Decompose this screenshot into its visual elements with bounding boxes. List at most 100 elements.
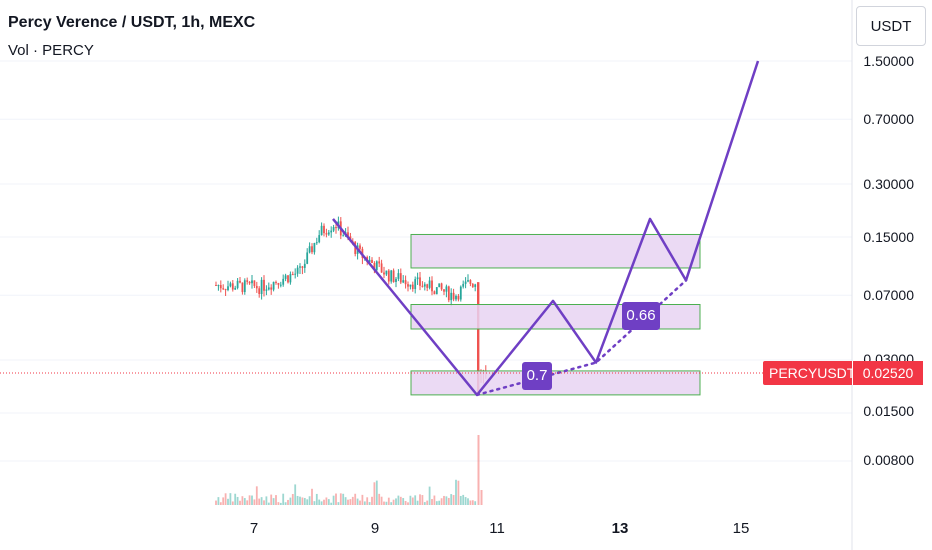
annotation-label: 0.7 <box>522 362 552 390</box>
volume-bar <box>311 488 313 505</box>
volume-bar <box>438 500 441 505</box>
volume-bar <box>411 497 414 505</box>
volume-bar <box>222 497 225 505</box>
candle-body <box>263 279 265 291</box>
candle-body <box>234 287 237 290</box>
candle-body <box>323 225 325 234</box>
volume-bar <box>253 499 256 505</box>
candle-body <box>464 281 467 284</box>
candle-body <box>469 280 472 284</box>
volume-bar <box>383 501 385 505</box>
volume-bar <box>440 498 443 505</box>
time-tick: 15 <box>732 520 750 537</box>
candle-body <box>387 270 390 282</box>
volume-bar <box>421 495 424 505</box>
volume-bar <box>323 499 325 505</box>
candle-body <box>224 289 227 291</box>
volume-bar <box>344 497 347 505</box>
candle-body <box>368 259 371 262</box>
volume-bar <box>229 493 232 505</box>
projection-lines <box>332 60 760 397</box>
candle-body <box>270 287 273 290</box>
candle-body <box>477 282 480 395</box>
candle-body <box>443 289 445 292</box>
volume-bar <box>287 499 289 505</box>
candle-body <box>227 286 229 291</box>
candle-body <box>402 280 405 283</box>
candle-body <box>426 284 429 288</box>
time-tick: 11 <box>489 520 505 537</box>
candle-body <box>399 273 402 283</box>
volume-bar <box>433 495 436 505</box>
candle-body <box>315 242 318 244</box>
symbol-price-label: PERCYUSDT <box>763 361 862 385</box>
candle-body <box>282 278 285 285</box>
candle-body <box>248 281 251 284</box>
currency-button[interactable]: USDT <box>856 6 926 46</box>
volume-bar <box>416 500 419 505</box>
volume-bar <box>217 497 220 505</box>
candle-body <box>457 295 460 300</box>
volume-bar <box>248 495 251 505</box>
candle-body <box>342 235 345 237</box>
candle-body <box>313 243 316 253</box>
volume-bar <box>447 497 450 505</box>
candle-body <box>431 280 433 292</box>
volume-bar <box>423 502 426 505</box>
volume-bar <box>236 496 239 505</box>
volume-bar <box>330 502 333 505</box>
candle-body <box>327 232 330 235</box>
volume-bar <box>471 500 474 505</box>
volume-bar <box>474 501 477 505</box>
candle-body <box>459 286 462 300</box>
volume-bar <box>409 495 412 505</box>
volume-bar <box>339 493 342 505</box>
volume-bar <box>277 502 280 505</box>
volume-bar <box>349 499 352 505</box>
time-tick: 7 <box>249 520 259 537</box>
candle-body <box>474 284 477 287</box>
candle-body <box>347 232 349 237</box>
volume-label: Vol · PERCY <box>8 42 94 59</box>
candle-body <box>467 280 469 282</box>
candle-body <box>392 270 395 283</box>
volume-bar <box>480 490 483 505</box>
candle-body <box>231 283 234 290</box>
candle-body <box>308 246 311 253</box>
volume-bar <box>356 498 359 505</box>
candle-body <box>287 275 289 283</box>
volume-bar <box>450 494 453 505</box>
candle-body <box>428 280 431 288</box>
price-tick: 0.07000 <box>863 287 914 303</box>
candle-body <box>395 278 397 283</box>
candle-body <box>335 226 337 229</box>
volume-bar <box>351 496 354 505</box>
volume-bar <box>308 496 311 505</box>
volume-bar <box>373 482 376 505</box>
candle-body <box>438 283 441 288</box>
candle-body <box>409 284 412 287</box>
candle-body <box>407 284 409 287</box>
candle-body <box>385 270 388 275</box>
candle-body <box>279 284 282 286</box>
candle-body <box>229 283 232 287</box>
volume-bar <box>443 495 445 505</box>
volume-bar <box>428 486 431 505</box>
volume-bar <box>342 493 345 505</box>
volume-bar <box>263 500 265 505</box>
volume-bar <box>368 502 371 505</box>
projection-line <box>332 60 760 397</box>
candle-body <box>217 285 220 287</box>
volume-bar <box>459 495 462 505</box>
volume-bar <box>289 497 292 505</box>
candle-body <box>433 291 436 295</box>
volume-bar <box>455 479 457 505</box>
chart-title: Percy Verence / USDT, 1h, MEXC <box>8 14 256 31</box>
volume-bar <box>327 499 330 505</box>
volume-bar <box>402 498 405 505</box>
candle-body <box>383 272 385 275</box>
candle-body <box>445 286 448 292</box>
candle-body <box>447 286 450 301</box>
volume-bar <box>224 493 227 505</box>
